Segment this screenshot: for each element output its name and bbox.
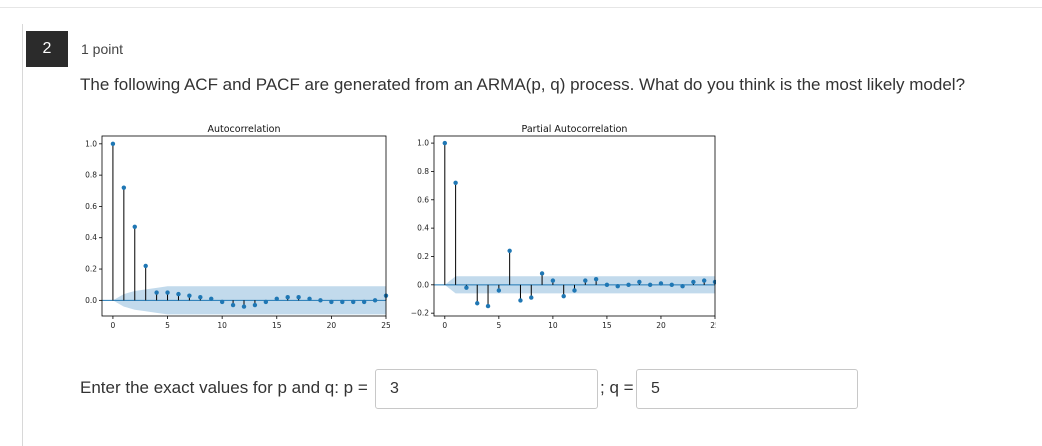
y-tick-label-4: 0.6: [417, 195, 429, 204]
q-input-value: 5: [651, 380, 660, 397]
point-lag-15: [274, 296, 279, 301]
acf-chart: 0 5 10 15 20 25 0.0 0.2 0.4 0.6 0.8 1.0 Autocorrelat…: [85, 124, 390, 330]
point-lag-22: [680, 284, 685, 289]
point-lag-22: [351, 299, 356, 305]
q-label: ; q =: [600, 378, 634, 397]
question-points: 1 point: [81, 41, 124, 57]
y-tick-label-5: 1.0: [85, 139, 97, 148]
point-lag-17: [626, 282, 631, 288]
x-tick-label-25: 25: [381, 321, 390, 330]
point-lag-9: [209, 296, 214, 301]
x-tick-label-0: 0: [442, 321, 447, 330]
point-lag-17: [296, 295, 301, 300]
point-lag-6: [176, 291, 181, 297]
point-lag-12: [241, 304, 247, 309]
point-lag-14: [593, 276, 599, 282]
point-lag-1: [453, 180, 458, 185]
point-lag-1: [121, 185, 127, 190]
point-lag-3: [143, 263, 148, 269]
y-tick-label-2: 0.2: [417, 252, 429, 261]
x-tick-label-0: 0: [111, 321, 116, 330]
left-border: [22, 24, 23, 446]
point-lag-23: [361, 299, 367, 305]
point-lag-18: [307, 296, 312, 301]
point-lag-11: [230, 302, 236, 308]
point-lag-2: [132, 224, 137, 229]
x-tick-label-5: 5: [165, 321, 170, 330]
point-lag-15: [604, 282, 610, 288]
x-tick-label-10: 10: [217, 321, 227, 330]
y-tick-label-2: 0.4: [85, 233, 97, 242]
y-tick-label-0: −0.2: [411, 309, 429, 318]
x-tick-label-15: 15: [272, 321, 282, 330]
p-input-value: 3: [390, 380, 399, 397]
point-lag-4: [485, 303, 491, 309]
point-lag-0: [442, 140, 448, 146]
point-lag-9: [539, 271, 545, 276]
point-lag-2: [464, 285, 469, 290]
point-lag-11: [561, 293, 566, 299]
x-tick-label-20: 20: [327, 321, 337, 330]
y-tick-label-3: 0.4: [417, 224, 429, 233]
point-lag-16: [615, 284, 620, 289]
point-lag-13: [583, 278, 588, 283]
y-tick-label-0: 0.0: [85, 296, 97, 305]
point-lag-20: [658, 281, 664, 286]
point-lag-4: [154, 290, 159, 295]
point-lag-19: [647, 282, 653, 288]
point-lag-21: [340, 299, 345, 305]
point-lag-16: [285, 295, 290, 300]
point-lag-5: [165, 290, 170, 295]
y-tick-label-1: 0.0: [417, 280, 429, 289]
y-tick-label-1: 0.2: [85, 265, 97, 274]
chart-title: Partial Autocorrelation: [522, 124, 628, 135]
y-tick-label-4: 0.8: [85, 171, 97, 180]
point-lag-24: [701, 278, 707, 283]
x-tick-label-20: 20: [656, 321, 666, 330]
answer-prompt: Enter the exact values for p and q: p =: [80, 378, 368, 397]
question-text: The following ACF and PACF are generated…: [80, 75, 966, 94]
point-lag-8: [529, 295, 534, 300]
point-lag-0: [110, 141, 116, 147]
point-lag-21: [669, 282, 674, 288]
point-lag-3: [475, 301, 480, 306]
point-lag-24: [372, 298, 378, 303]
x-tick-label-10: 10: [548, 321, 558, 330]
y-tick-label-5: 0.8: [417, 167, 429, 176]
point-lag-6: [507, 248, 512, 254]
p-input[interactable]: 3: [375, 369, 598, 409]
question-number-badge: 2: [26, 31, 68, 67]
top-divider: [0, 7, 1042, 8]
x-tick-label-5: 5: [496, 321, 501, 330]
y-tick-label-3: 0.6: [85, 202, 97, 211]
x-tick-label-25: 25: [710, 321, 716, 330]
y-tick-label-6: 1.0: [417, 139, 429, 148]
point-lag-5: [496, 288, 502, 293]
point-lag-7: [187, 293, 192, 298]
point-lag-19: [318, 298, 323, 303]
plot-frame: [433, 135, 716, 317]
chart-title: Autocorrelation: [207, 124, 280, 135]
point-lag-7: [518, 298, 523, 303]
point-lag-20: [329, 299, 334, 305]
point-lag-23: [691, 279, 696, 285]
point-lag-8: [198, 295, 203, 300]
point-lag-10: [219, 299, 225, 305]
pacf-chart: 0 5 10 15 20 25 −0.2 0.0 0.2 0.4 0.6 0.8 1.0 Partial …: [411, 124, 716, 330]
point-lag-12: [572, 288, 577, 293]
point-lag-13: [252, 302, 258, 308]
point-lag-14: [263, 299, 269, 305]
x-tick-label-15: 15: [602, 321, 612, 330]
q-input[interactable]: 5: [636, 369, 858, 409]
point-lag-10: [550, 278, 556, 283]
point-lag-18: [637, 279, 642, 285]
plot-frame: [101, 135, 387, 317]
